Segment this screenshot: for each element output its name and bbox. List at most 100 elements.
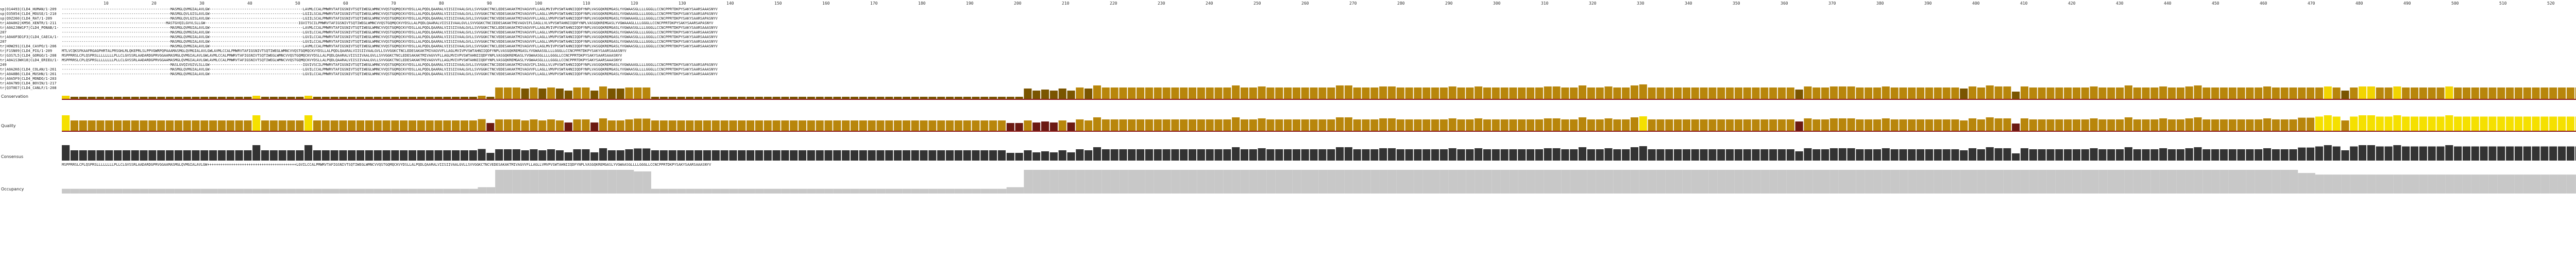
conservation-bar: [79, 97, 87, 99]
ruler-tick: 70: [391, 1, 396, 6]
conservation-bar: [313, 97, 321, 99]
consensus-bar: [954, 150, 962, 161]
sequence-name[interactable]: tr|Q3T0E7|CLD4_CANLF/1-208: [0, 86, 57, 90]
sequence-row[interactable]: ----------------------------------------…: [62, 40, 718, 44]
consensus-bar: [1137, 149, 1145, 161]
consensus-bar: [1240, 149, 1249, 161]
conservation-bar: [911, 97, 919, 99]
conservation-bar: [876, 97, 885, 99]
consensus-bar: [478, 149, 486, 161]
sequence-name[interactable]: sp|O14493|CLD4_HUMAN/1-209: [0, 7, 57, 11]
quality-bar: [668, 120, 676, 131]
quality-bar: [616, 120, 624, 131]
quality-bar: [1475, 118, 1483, 131]
sequence-name[interactable]: tr|A0A2J8W1F7|CLD4_PONAB/1-207: [0, 26, 59, 34]
quality-bar: [1552, 118, 1561, 131]
occupancy-bar: [1804, 170, 1813, 194]
sequence-name[interactable]: tr|A0A8B6|CLD4_MUSHN/1-261: [0, 72, 57, 76]
sequence-row[interactable]: ----------------------------------------…: [62, 44, 718, 48]
sequence-row[interactable]: ----------------------------------------…: [62, 16, 718, 21]
occupancy-bar: [1630, 170, 1639, 194]
quality-bar: [2471, 116, 2479, 131]
consensus-bar: [1188, 149, 1197, 161]
sequence-name[interactable]: tr|F1SN09|CLD4_PIG/1-209: [0, 49, 53, 53]
conservation-bar: [790, 97, 798, 99]
sequence-row[interactable]: MSPPRRSLCPLQSPRSLLLLLLLLPLLCLGVSSRLAADAR…: [62, 54, 622, 58]
quality-bar: [772, 120, 781, 131]
quality-bar: [2540, 116, 2549, 131]
alignment-panel[interactable]: ----------------------------------------…: [62, 7, 2576, 77]
conservation-bar: [833, 97, 841, 99]
consensus-bar: [746, 150, 755, 161]
conservation-bar: [720, 97, 728, 99]
sequence-name[interactable]: tr|A0A0H2|KM56_XENTR/1-211: [0, 21, 57, 25]
consensus-bar: [512, 149, 520, 161]
conservation-bar: [1752, 87, 1760, 99]
occupancy-bar: [1648, 170, 1657, 194]
conservation-bar: [1475, 86, 1483, 99]
conservation-bar: [1232, 85, 1240, 99]
occupancy-bar: [252, 188, 261, 194]
quality-bar: [1015, 123, 1023, 131]
occupancy-bar: [2359, 174, 2367, 194]
conservation-bar: [426, 97, 434, 99]
quality-bar: [2124, 117, 2132, 131]
consensus-bar: [2167, 149, 2176, 161]
quality-bar: [1691, 119, 1699, 131]
sequence-name[interactable]: sp|Q9Z260|CLD4_RAT/1-209: [0, 16, 53, 21]
conservation-bar: [1769, 87, 1777, 99]
sequence-row[interactable]: ----------------------------------------…: [62, 72, 718, 76]
sequence-name[interactable]: tr|A0A7N9|CLD4_BOVIN/1-217: [0, 81, 57, 85]
quality-bar: [2410, 116, 2419, 131]
conservation-bar: [1015, 97, 1023, 99]
sequence-row[interactable]: ----------------------------------------…: [62, 35, 718, 39]
conservation-bar: [2272, 87, 2280, 99]
consensus-bar: [703, 150, 711, 161]
consensus-bar: [2341, 150, 2349, 161]
quality-bar: [1682, 119, 1690, 131]
quality-bar: [972, 120, 980, 131]
quality-bar: [1058, 120, 1066, 131]
consensus-bar: [538, 150, 547, 161]
quality-bar: [2289, 119, 2297, 131]
consensus-bar: [1838, 148, 1846, 161]
conservation-bar: [1197, 87, 1205, 99]
conservation-bar: [365, 97, 373, 99]
conservation-bar: [209, 97, 217, 99]
sequence-row[interactable]: MTLVCQKSFKAAFRGAGPHRTALPRSGHLRLQKEPRLSLP…: [62, 49, 626, 53]
ruler-tick: 260: [1301, 1, 1309, 6]
sequence-row[interactable]: ----------------------------------------…: [62, 67, 718, 72]
sequence-row[interactable]: ----------------------------------------…: [62, 63, 718, 67]
occupancy-bar: [2367, 174, 2376, 194]
occupancy-bar: [790, 188, 799, 194]
consensus-bar: [937, 150, 945, 161]
sequence-row[interactable]: ----------------------------------------…: [62, 21, 714, 25]
quality-bar: [2219, 119, 2228, 131]
sequence-name[interactable]: tr|H0W291|CLD4_CAVPO/1-206: [0, 44, 57, 48]
occupancy-bar: [1119, 170, 1128, 194]
occupancy-bar: [1301, 170, 1310, 194]
occupancy-bar: [2332, 174, 2342, 194]
sequence-row[interactable]: ----------------------------------------…: [62, 7, 718, 11]
sequence-row[interactable]: ----------------------------------------…: [62, 26, 718, 30]
conservation-bar: [2090, 86, 2098, 99]
ruler-tick: 300: [1493, 1, 1501, 6]
conservation-bar: [1829, 86, 1838, 99]
occupancy-bar: [1492, 170, 1501, 194]
sequence-name[interactable]: tr|A0A6P3D1F3|CLD4_CAECA/1-207: [0, 35, 59, 44]
quality-bar: [711, 120, 720, 131]
sequence-row[interactable]: ----------------------------------------…: [62, 30, 718, 34]
sequence-name[interactable]: tr|A0A5F9|CLD4_MONDO/1-203: [0, 77, 57, 81]
conservation-bar: [1206, 87, 1214, 99]
sequence-name[interactable]: tr|G3S7L5|CLD4_GORGO/1-208: [0, 54, 57, 58]
sequence-name[interactable]: tr|A0A2K6|CLD4_COLAN/1-261: [0, 67, 57, 72]
sequence-name[interactable]: tr|A0A1S3WX18|CLD4_ERIEU/1-249: [0, 58, 59, 67]
consensus-bar: [1353, 149, 1361, 161]
sequence-row[interactable]: MSPPRRSLCPLQSPRSLLLLLLLLPLLCLGVSSRLAADAR…: [62, 58, 622, 62]
occupancy-bar: [1405, 170, 1414, 194]
occupancy-bar: [2246, 170, 2255, 194]
sequence-name[interactable]: sp|O35054|CLD4_MOUSE/1-210: [0, 12, 57, 16]
consensus-bar: [1396, 149, 1404, 161]
sequence-row[interactable]: ----------------------------------------…: [62, 12, 718, 16]
occupancy-bar: [70, 188, 79, 194]
